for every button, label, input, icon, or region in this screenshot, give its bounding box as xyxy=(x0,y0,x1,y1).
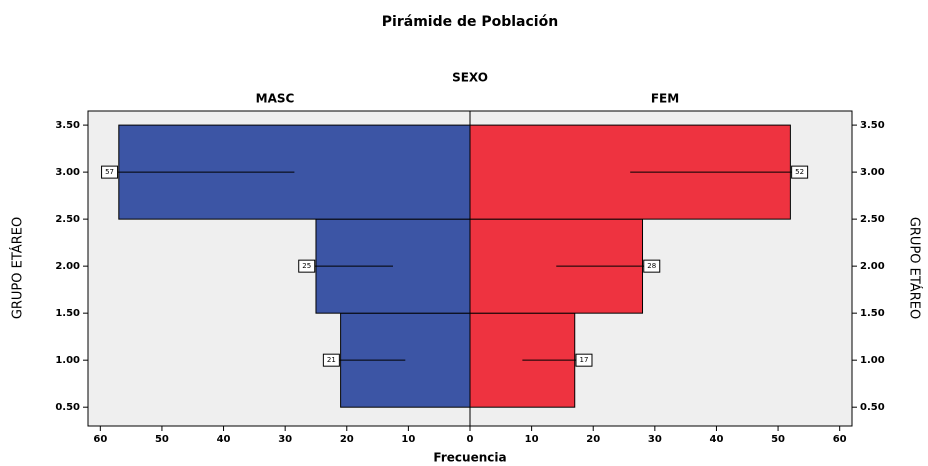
data-label-box xyxy=(575,353,593,367)
x-tick-label: 20 xyxy=(586,434,600,445)
y2-tick-label: 2.00 xyxy=(860,261,885,272)
x-tick-label: 10 xyxy=(525,434,539,445)
x-tick-label: 50 xyxy=(155,434,169,445)
y-tick-label: 1.50 xyxy=(55,308,80,319)
y-axis-label: GRUPO ETÁREO xyxy=(10,217,26,319)
chart-title: Pirámide de Población xyxy=(382,14,558,30)
y-tick-label: 2.50 xyxy=(55,214,80,225)
y2-tick-label: 1.50 xyxy=(860,308,885,319)
data-label: 57 xyxy=(105,168,114,176)
y2-tick-label: 2.50 xyxy=(860,214,885,225)
x-tick-label: 30 xyxy=(648,434,662,445)
x-tick-label: 50 xyxy=(771,434,785,445)
data-label: 21 xyxy=(327,356,336,364)
y-tick-label: 0.50 xyxy=(55,402,80,413)
x-tick-label: 40 xyxy=(709,434,723,445)
x-axis-label: Frecuencia xyxy=(433,451,506,465)
x-tick-label: 60 xyxy=(833,434,847,445)
series-header: FEM xyxy=(651,92,679,106)
data-label: 17 xyxy=(580,356,589,364)
y2-tick-label: 1.00 xyxy=(860,355,885,366)
x-tick-label: 10 xyxy=(401,434,415,445)
x-tick-label: 0 xyxy=(467,434,474,445)
data-label: 28 xyxy=(647,262,656,270)
y-tick-label: 2.00 xyxy=(55,261,80,272)
x-tick-label: 30 xyxy=(278,434,292,445)
y2-tick-label: 3.50 xyxy=(860,120,885,131)
data-label-box xyxy=(101,165,119,179)
y-tick-label: 3.50 xyxy=(55,120,80,131)
y2-axis-label: GRUPO ETÁREO xyxy=(907,217,923,319)
data-label-box xyxy=(643,259,661,273)
y-tick-label: 1.00 xyxy=(55,355,80,366)
x-tick-label: 60 xyxy=(93,434,107,445)
data-label: 25 xyxy=(302,262,311,270)
x-tick-label: 40 xyxy=(217,434,231,445)
data-label: 52 xyxy=(795,168,804,176)
y2-tick-label: 0.50 xyxy=(860,402,885,413)
data-label-box xyxy=(322,353,340,367)
legend-title: SEXO xyxy=(452,71,488,85)
x-tick-label: 20 xyxy=(340,434,354,445)
y2-tick-label: 3.00 xyxy=(860,167,885,178)
data-label-box xyxy=(791,165,809,179)
series-header: MASC xyxy=(256,92,295,106)
y-tick-label: 3.00 xyxy=(55,167,80,178)
data-label-box xyxy=(298,259,316,273)
